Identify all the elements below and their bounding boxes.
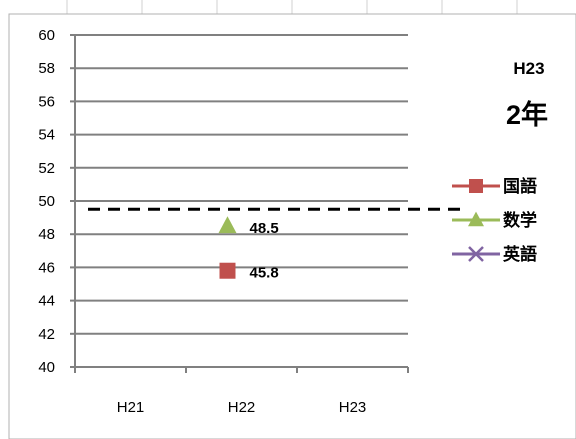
legend-label: 英語 (503, 244, 537, 264)
legend-label: 数学 (503, 210, 537, 230)
x-tick-label: H21 (117, 399, 145, 416)
y-tick-label: 40 (38, 359, 55, 376)
y-tick-label: 60 (38, 27, 55, 44)
axes (70, 34, 409, 373)
y-tick-label: 42 (38, 326, 55, 343)
data-marks: 45.8 48.5 (218, 216, 279, 282)
legend-item: 数学 (452, 210, 537, 230)
legend-marker (468, 246, 484, 262)
year-label: H23 (513, 59, 544, 78)
y-tick-label: 44 (38, 293, 55, 310)
x-tick-label: H22 (228, 399, 256, 416)
y-tick-label: 48 (38, 226, 55, 243)
legend-label: 国語 (503, 176, 537, 196)
y-tick-label: 58 (38, 60, 55, 77)
legend-item: 国語 (452, 176, 537, 196)
data-point (219, 262, 236, 279)
grade-label: 2年 (506, 99, 548, 130)
x-tick-label: H23 (339, 399, 367, 416)
y-tick-labels: 40 42 44 46 48 50 52 54 56 58 60 (38, 27, 55, 376)
legend-marker (468, 211, 484, 227)
x-tick-labels: H21 H22 H23 (117, 399, 367, 416)
legend-marker (469, 179, 483, 193)
y-tick-label: 56 (38, 93, 55, 110)
data-point (218, 216, 237, 234)
data-label: 45.8 (250, 265, 279, 282)
legend-item: 英語 (452, 244, 537, 264)
y-tick-label: 46 (38, 259, 55, 276)
y-tick-label: 50 (38, 193, 55, 210)
data-label: 48.5 (250, 220, 279, 237)
gridlines (75, 34, 408, 335)
chart-area (8, 13, 576, 439)
y-tick-label: 52 (38, 160, 55, 177)
y-tick-label: 54 (38, 127, 55, 144)
